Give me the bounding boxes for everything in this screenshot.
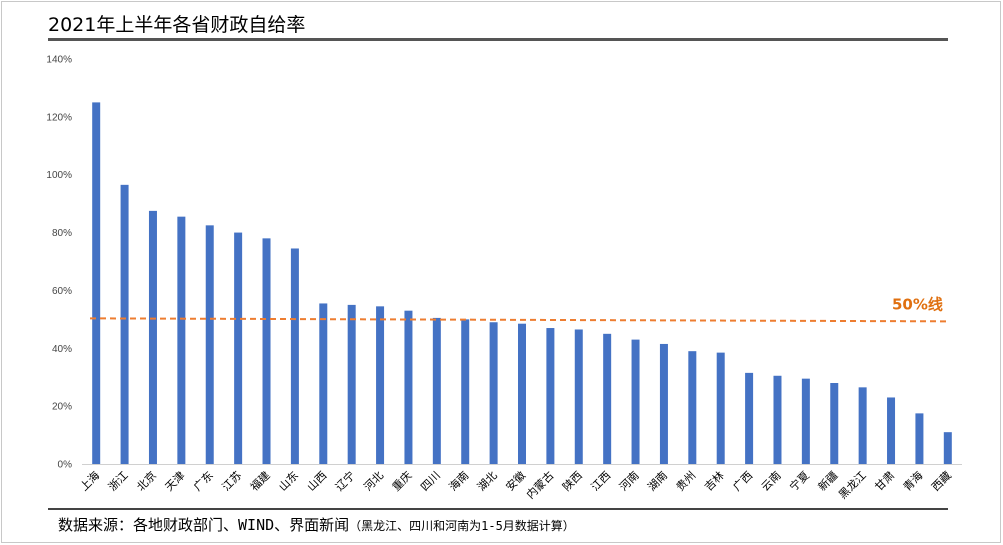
bar-15 [489,322,498,464]
x-tick-label: 广西 [730,469,755,494]
bar-7 [262,238,271,464]
x-tick-label: 河北 [361,469,386,494]
x-tick-label: 西藏 [929,469,954,494]
x-tick-label: 辽宁 [332,468,357,493]
x-tick-label: 内蒙古 [523,468,556,501]
x-tick-label: 四川 [418,469,443,494]
title-divider [48,38,948,41]
x-tick-label: 河南 [617,469,642,494]
x-tick-label: 贵州 [674,469,699,494]
y-tick-label: 100% [46,170,72,181]
source-text: 数据来源：各地财政部门、WIND、界面新闻（黑龙江、四川和河南为1-5月数据计算… [58,514,575,535]
reference-line-label: 50%线 [892,295,943,313]
source-note: （黑龙江、四川和河南为1-5月数据计算） [349,519,575,533]
bar-31 [943,432,952,464]
bar-12 [404,310,413,464]
bars [92,102,952,465]
x-axis: 上海 浙江 北京 天津 广东 江苏 福建 山东 山西 辽宁 河北 重庆 四川 海南 湖北 安徽内蒙古 陕西 江西河… [77,464,962,502]
x-tick-label: 浙江 [106,469,131,494]
bar-16 [518,323,526,464]
x-tick-label: 湖北 [475,469,500,494]
y-tick-label: 60% [52,286,72,297]
page-title: 2021年上半年各省财政自给率 [48,14,306,36]
x-tick-label: 上海 [77,468,102,493]
bar-6 [234,232,243,464]
bar-8 [290,248,299,464]
bar-11 [376,306,385,464]
x-tick-label: 吉林 [701,468,726,493]
x-tick-label: 广东 [191,469,216,494]
x-tick-label: 北京 [134,468,159,493]
x-tick-label: 新疆 [815,468,840,493]
bar-30 [915,413,924,464]
x-tick-label: 云南 [759,469,784,494]
bar-22 [688,351,697,464]
x-tick-label: 青海 [900,468,925,493]
reference-line-group: 50%线 [89,295,951,323]
bar-29 [887,397,896,464]
x-tick-label: 重庆 [389,468,414,493]
bar-20 [631,339,640,464]
bar-10 [347,304,356,464]
footer-divider [48,508,948,510]
bar-14 [461,319,470,464]
bar-18 [574,329,583,464]
x-tick-label: 安徽 [503,468,528,493]
bar-26 [801,378,810,464]
bar-2 [120,184,129,464]
x-tick-label: 江苏 [220,469,245,494]
bar-28 [858,387,867,464]
y-tick-label: 0% [58,460,73,471]
bar-27 [830,383,839,464]
x-tick-label: 山西 [305,469,330,494]
bar-3 [148,210,157,464]
bar-9 [319,303,328,464]
bar-24 [745,372,754,464]
x-tick-label: 湖南 [645,469,670,494]
x-tick-label: 江西 [589,469,614,494]
y-tick-label: 120% [46,112,72,123]
bar-4 [177,216,186,464]
x-tick-label: 宁夏 [787,468,812,493]
x-tick-label: 海南 [446,468,471,493]
source-label: 数据来源：各地财政部门、WIND、界面新闻 [58,516,350,534]
x-tick-label: 福建 [247,468,272,493]
bar-19 [603,333,612,464]
y-axis: 0% 20% 40% 60% 80% 100% 120% 140% [46,55,72,471]
bar-13 [432,317,441,464]
reference-line [89,317,951,323]
y-tick-label: 20% [52,402,72,413]
bar-5 [205,225,214,464]
bar-23 [716,352,725,464]
y-tick-label: 80% [52,228,72,239]
x-tick-label: 黑龙江 [836,469,869,502]
y-tick-label: 40% [52,344,72,355]
x-tick-label: 天津 [163,469,188,494]
bar-21 [659,343,668,464]
x-tick-label: 山东 [276,469,301,494]
bar-25 [773,375,782,464]
bar-17 [546,328,555,464]
bar-1 [92,102,101,465]
x-tick-label: 甘肃 [872,469,897,494]
x-tick-label: 陕西 [559,468,584,493]
y-tick-label: 140% [46,55,72,66]
